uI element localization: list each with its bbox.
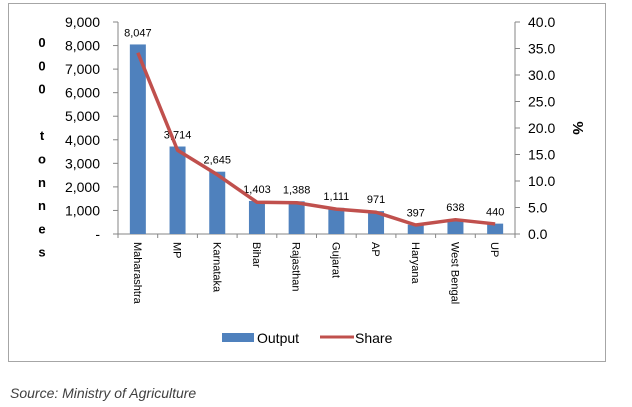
left-tick-label: 3,000 (65, 155, 100, 171)
category-label: Bihar (250, 242, 262, 268)
legend-output-swatch (222, 333, 254, 342)
share-line (136, 52, 496, 227)
bar-data-label: 1,403 (243, 184, 271, 196)
bar-data-label: 397 (407, 208, 425, 220)
bar-data-label: 8,047 (124, 27, 152, 39)
chart-frame (8, 3, 606, 362)
legend-share-label: Share (355, 330, 393, 346)
category-label: West Bengal (448, 242, 460, 304)
bar-data-label: 3,714 (164, 130, 192, 142)
bar-output (407, 224, 424, 234)
category-label: Haryana (409, 242, 421, 284)
left-axis-label-letter: 0 (38, 35, 45, 50)
bar-data-label: 1,388 (283, 184, 311, 196)
bar-data-label: 2,645 (203, 155, 231, 167)
left-axis-label-letter: t (40, 128, 45, 143)
left-axis-label-letter: s (38, 245, 45, 260)
category-label: Gujarat (329, 242, 341, 278)
bar-data-label: 440 (486, 207, 504, 219)
left-tick-label: 9,000 (65, 14, 100, 30)
bar-data-label: 638 (446, 202, 464, 214)
left-axis-label-letter: 0 (38, 82, 45, 97)
category-label: MP (171, 242, 183, 259)
bar-data-label: 971 (367, 194, 385, 206)
category-label: AP (369, 242, 381, 257)
bar-output (129, 44, 146, 235)
left-tick-label: 2,000 (65, 179, 100, 195)
left-axis-label-letter: e (38, 221, 45, 236)
bar-output (487, 223, 504, 234)
bar-data-label: 1,111 (323, 191, 349, 203)
left-tick-label: - (95, 226, 100, 242)
source-note: Source: Ministry of Agriculture (10, 385, 197, 401)
left-tick-label: 4,000 (65, 132, 100, 148)
right-tick-label: 15.0 (528, 147, 555, 163)
bar-output (169, 146, 186, 234)
category-label: Rajasthan (290, 242, 302, 292)
category-label: Karnataka (210, 242, 222, 293)
right-tick-label: 0.0 (528, 226, 548, 242)
bar-output (288, 201, 305, 234)
right-tick-label: 25.0 (528, 94, 555, 110)
left-tick-label: 8,000 (65, 38, 100, 54)
left-axis-label-letter: n (38, 198, 46, 213)
right-tick-label: 35.0 (528, 41, 555, 57)
left-axis-label-letter: o (38, 152, 46, 167)
right-axis-label: % (569, 121, 586, 134)
left-axis-label-letter: n (38, 175, 46, 190)
left-axis-label-letter: 0 (38, 58, 45, 73)
right-tick-label: 30.0 (528, 67, 555, 83)
legend-output-label: Output (257, 330, 299, 346)
bar-output (209, 171, 226, 234)
right-tick-label: 10.0 (528, 173, 555, 189)
left-tick-label: 6,000 (65, 85, 100, 101)
bar-output (447, 218, 464, 234)
bar-output (248, 200, 265, 234)
left-tick-label: 1,000 (65, 202, 100, 218)
category-label: UP (488, 242, 500, 257)
category-label: Maharashtra (131, 242, 143, 305)
right-tick-label: 20.0 (528, 120, 555, 136)
left-tick-label: 5,000 (65, 108, 100, 124)
bar-output (368, 211, 385, 234)
left-tick-label: 7,000 (65, 61, 100, 77)
right-tick-label: 40.0 (528, 14, 555, 30)
bar-output (328, 207, 345, 234)
right-tick-label: 5.0 (528, 200, 548, 216)
